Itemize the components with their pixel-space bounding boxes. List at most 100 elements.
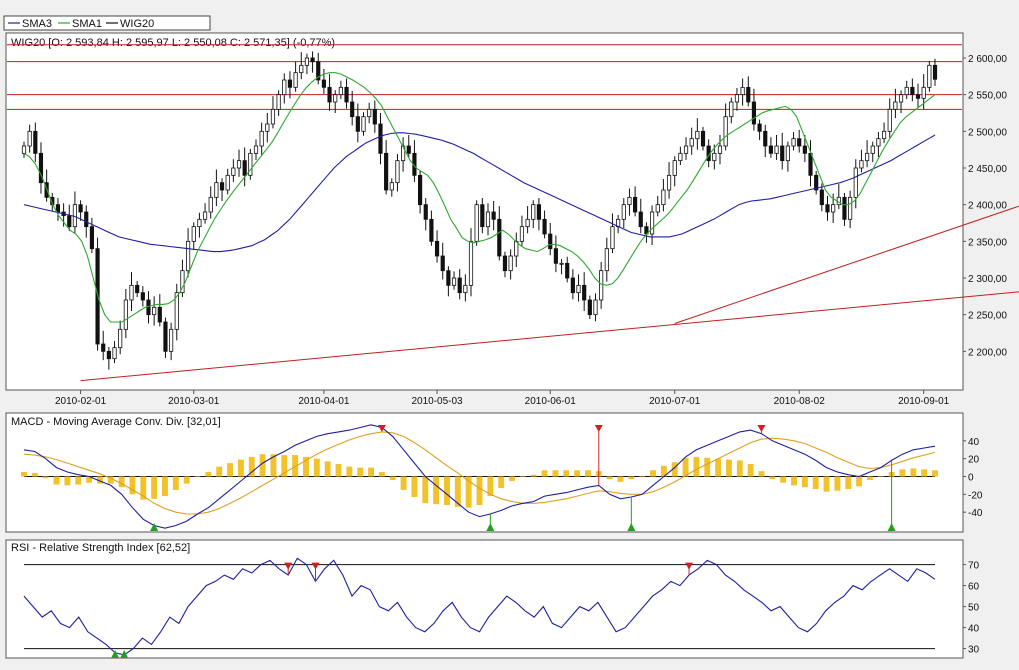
macd-histogram-bar: [42, 476, 49, 479]
macd-histogram-bar: [313, 458, 320, 477]
candle-body: [174, 292, 179, 330]
macd-histogram-bar: [86, 476, 93, 483]
candle-body: [157, 306, 162, 323]
legend-sma3-label: SMA3: [22, 18, 52, 30]
macd-histogram-bar: [454, 476, 461, 507]
candle-body: [649, 211, 655, 235]
candle-body: [140, 292, 145, 301]
candle-body: [576, 284, 581, 294]
price-x-tick-label: 2010-03-01: [168, 396, 220, 407]
macd-histogram-bar: [769, 476, 776, 480]
candle-body: [135, 284, 140, 294]
macd-histogram-bar: [715, 458, 722, 477]
macd-histogram-bar: [660, 465, 667, 477]
candle-body: [276, 94, 281, 110]
macd-histogram-bar: [628, 476, 635, 480]
macd-histogram-bar: [75, 476, 82, 485]
macd-histogram-bar: [227, 463, 234, 477]
price-y-tick-label: 2 550,00: [968, 91, 1007, 102]
price-x-tick-label: 2010-09-01: [898, 396, 950, 407]
candle-body: [831, 204, 836, 213]
candle-body: [774, 145, 779, 154]
candle-body: [633, 196, 638, 213]
candle-body: [270, 108, 276, 125]
candle-body: [785, 145, 790, 162]
candle-body: [304, 57, 310, 66]
macd-histogram-bar: [129, 476, 136, 495]
macd-histogram-bar: [389, 476, 396, 481]
candle-body: [463, 284, 468, 294]
macd-histogram-bar: [400, 476, 407, 490]
macd-histogram-bar: [237, 459, 244, 477]
macd-histogram-bar: [823, 476, 830, 492]
price-x-tick-label: 2010-08-02: [774, 396, 826, 407]
candle-body: [661, 189, 666, 206]
candle-body: [118, 328, 123, 349]
macd-y-tick-label: -20: [968, 490, 983, 501]
candle-body: [282, 79, 287, 96]
candle-body: [214, 182, 219, 198]
candle-body: [253, 145, 259, 154]
macd-histogram-bar: [303, 456, 309, 477]
macd-histogram-bar: [292, 455, 299, 477]
candle-body: [361, 116, 366, 132]
candle-body: [152, 306, 157, 316]
candle-body: [84, 211, 89, 228]
candle-body: [38, 152, 44, 184]
legend-sma1-label: SMA1: [72, 18, 102, 30]
candle-body: [21, 145, 27, 154]
candle-body: [553, 248, 558, 264]
candle-body: [825, 204, 830, 213]
candle-body: [921, 86, 926, 99]
candle-body: [429, 218, 434, 242]
macd-histogram-bar: [31, 472, 38, 477]
candle-body: [717, 145, 723, 154]
candle-body: [265, 123, 270, 132]
candle-body: [621, 204, 626, 220]
candle-body: [191, 226, 196, 242]
candle-body: [146, 299, 151, 316]
candle-body: [666, 174, 672, 191]
candle-body: [746, 86, 751, 103]
rsi-y-tick-label: 50: [968, 603, 980, 614]
macd-histogram-bar: [845, 476, 852, 489]
macd-histogram-bar: [541, 470, 548, 477]
rsi-panel-title: RSI - Relative Strength Index [62,52]: [11, 542, 190, 554]
candle-body: [338, 86, 343, 96]
candle-body: [531, 204, 536, 220]
candle-body: [695, 130, 700, 140]
candle-body: [638, 211, 643, 228]
rsi-sell-marker: [685, 562, 694, 570]
macd-histogram-bar: [780, 476, 787, 483]
rsi-y-tick-label: 70: [968, 561, 980, 572]
candle-body: [865, 152, 870, 162]
price-y-tick-label: 2 400,00: [968, 201, 1007, 212]
candle-body: [842, 196, 847, 220]
candle-body: [536, 204, 542, 220]
candle-body: [893, 101, 898, 110]
candle-body: [219, 182, 225, 191]
candle-body: [627, 196, 632, 206]
rsi-line: [23, 557, 936, 656]
macd-histogram-bar: [899, 469, 906, 477]
candle-body: [582, 284, 587, 301]
macd-histogram-bar: [444, 476, 450, 506]
macd-histogram-bar: [877, 476, 884, 477]
candle-body: [446, 270, 451, 286]
candle-body: [333, 94, 338, 103]
candle-body: [434, 240, 440, 257]
candle-body: [310, 57, 315, 63]
candle-body: [519, 226, 525, 242]
candle-body: [27, 130, 32, 147]
macd-histogram-bar: [791, 476, 797, 486]
candle-body: [395, 160, 400, 184]
macd-histogram-bar: [422, 476, 429, 504]
macd-histogram-bar: [346, 466, 353, 477]
macd-histogram-bar: [194, 476, 201, 477]
price-trendline: [80, 291, 1019, 382]
macd-histogram-bar: [856, 476, 863, 487]
macd-histogram-bar: [704, 457, 711, 477]
macd-histogram-bar: [585, 470, 591, 477]
candle-body: [451, 277, 457, 286]
candle-body: [101, 343, 106, 352]
